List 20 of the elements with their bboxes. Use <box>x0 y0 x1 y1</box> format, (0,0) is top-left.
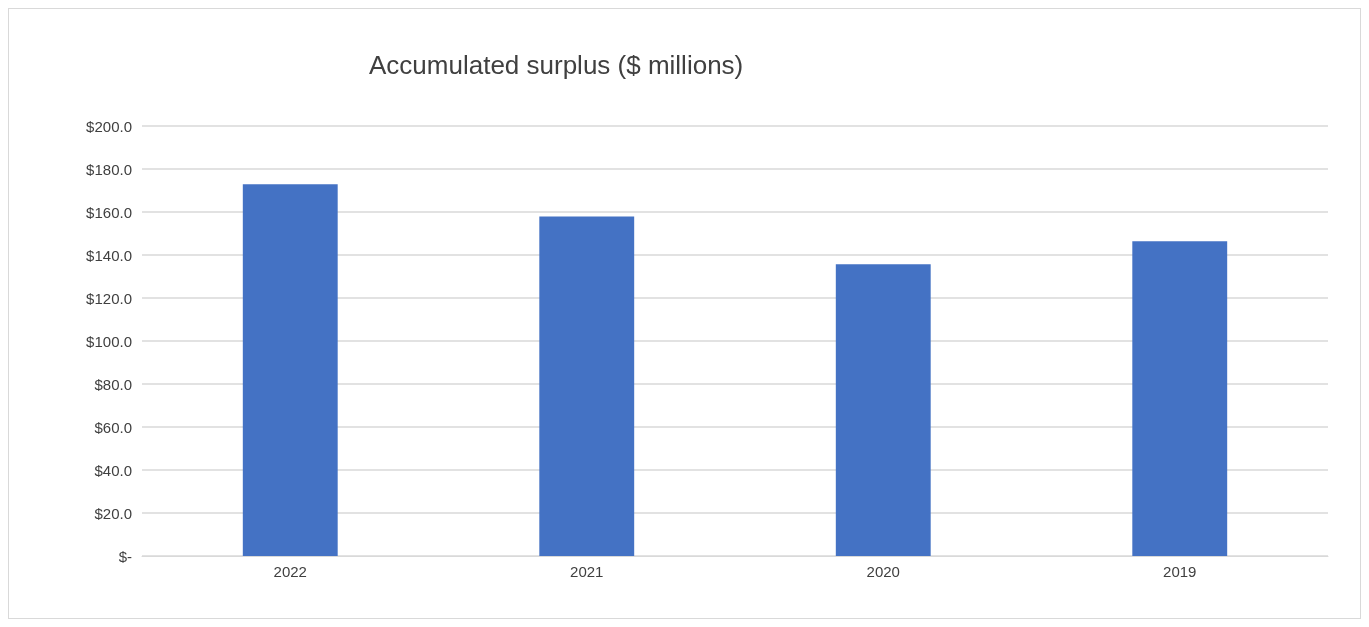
y-tick-label: $40.0 <box>94 461 132 479</box>
y-tick-label: $180.0 <box>86 160 132 178</box>
y-tick-label: $20.0 <box>94 504 132 522</box>
y-tick-label: $200.0 <box>86 117 132 135</box>
bar <box>242 184 338 556</box>
y-tick-label: $100.0 <box>86 332 132 350</box>
x-tick-label: 2019 <box>1163 563 1197 580</box>
y-tick-label: $160.0 <box>86 203 132 221</box>
y-tick-label: $80.0 <box>94 375 132 393</box>
bar <box>835 264 931 556</box>
y-tick-label: $- <box>118 547 132 565</box>
bar <box>539 216 635 556</box>
x-tick-label: 2022 <box>273 563 307 580</box>
chart-title: Accumulated surplus ($ millions) <box>369 50 744 80</box>
x-tick-label: 2020 <box>866 563 900 580</box>
y-tick-label: $140.0 <box>86 246 132 264</box>
y-tick-label: $60.0 <box>94 418 132 436</box>
x-tick-label: 2021 <box>570 563 604 580</box>
y-tick-label: $120.0 <box>86 289 132 307</box>
bar <box>1132 241 1228 556</box>
